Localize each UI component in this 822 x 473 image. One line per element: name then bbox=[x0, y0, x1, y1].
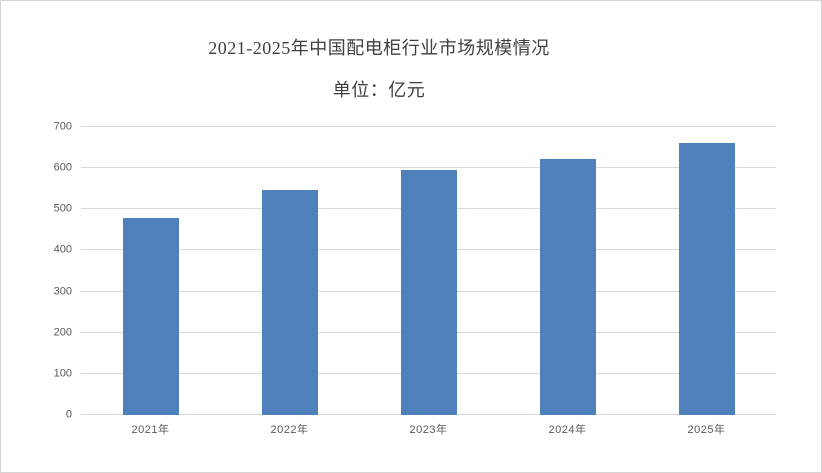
y-axis: 0 100 200 300 400 500 600 700 bbox=[1, 121, 72, 420]
x-axis: 2021年 2022年 2023年 2024年 2025年 bbox=[81, 421, 776, 437]
chart-subtitle: 单位：亿元 bbox=[332, 80, 426, 100]
bar bbox=[261, 189, 318, 415]
y-tick-label: 300 bbox=[53, 285, 72, 298]
y-tick-label: 600 bbox=[53, 161, 72, 174]
y-tick-label: 100 bbox=[53, 367, 72, 380]
y-tick-label: 200 bbox=[53, 326, 72, 339]
y-tick-label: 700 bbox=[53, 120, 72, 133]
gridline bbox=[81, 167, 776, 169]
x-tick-label: 2025年 bbox=[687, 424, 726, 436]
plot-area bbox=[81, 126, 776, 415]
x-tick-label: 2021年 bbox=[131, 424, 170, 436]
bar bbox=[539, 159, 596, 415]
bar bbox=[400, 169, 457, 415]
y-tick-label: 0 bbox=[65, 408, 72, 421]
chart-title: 2021-2025年中国配电柜行业市场规模情况 bbox=[208, 38, 550, 58]
gridline bbox=[81, 126, 776, 127]
bar bbox=[678, 143, 735, 415]
y-tick-label: 400 bbox=[53, 243, 72, 256]
x-tick-label: 2024年 bbox=[548, 424, 587, 436]
x-tick-label: 2022年 bbox=[270, 424, 309, 436]
x-tick-label: 2023年 bbox=[409, 424, 448, 436]
y-tick-label: 500 bbox=[53, 202, 72, 215]
bar bbox=[122, 218, 179, 415]
